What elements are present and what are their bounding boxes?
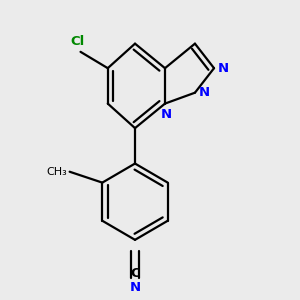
Text: CH₃: CH₃ [46, 167, 67, 177]
Text: N: N [130, 281, 141, 294]
Text: N: N [199, 86, 210, 99]
Text: C: C [130, 267, 140, 280]
Text: Cl: Cl [71, 35, 85, 48]
Text: N: N [161, 108, 172, 121]
Text: N: N [218, 62, 229, 75]
